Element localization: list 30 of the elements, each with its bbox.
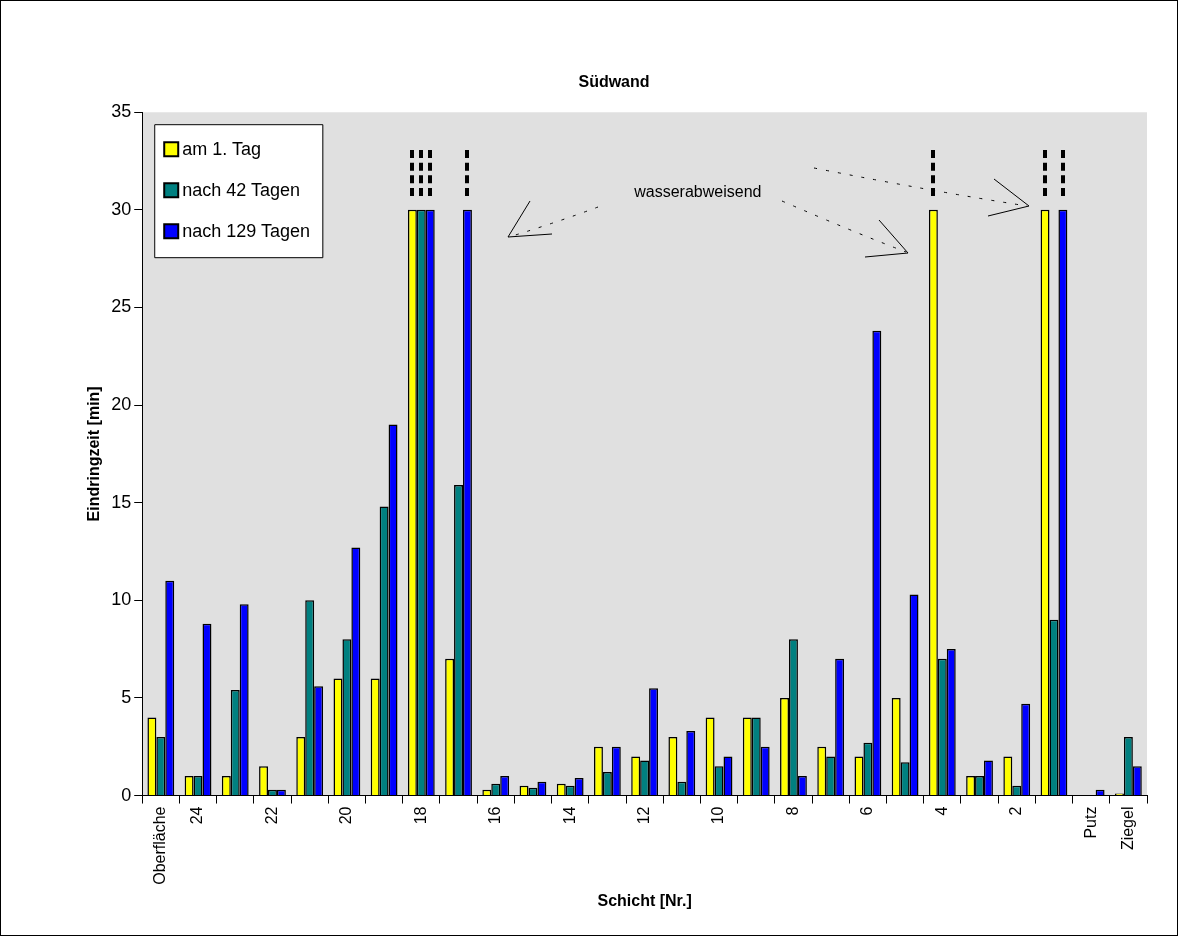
y-tick-label: 35 — [111, 101, 132, 122]
x-tick-label: 18 — [411, 806, 429, 825]
x-tick-label: Ziegel — [1118, 806, 1136, 851]
legend-label: nach 129 Tagen — [182, 221, 311, 242]
x-tick-label: 10 — [709, 806, 727, 825]
x-tick-label: 22 — [262, 806, 280, 825]
annotation: wasserabweisend — [633, 183, 762, 201]
y-axis-title: Eindringzeit [min] — [85, 386, 103, 522]
x-tick-label: 20 — [337, 806, 355, 825]
x-tick-label: 24 — [188, 806, 206, 825]
y-tick-label: 5 — [121, 686, 132, 707]
x-tick-label: 6 — [858, 806, 876, 816]
y-tick-label: 25 — [111, 296, 132, 317]
y-tick-label: 10 — [111, 589, 132, 610]
x-tick-label: 14 — [560, 806, 578, 825]
x-tick-label: 12 — [635, 806, 653, 825]
x-tick-label: 4 — [932, 806, 950, 816]
x-tick-label: 16 — [486, 806, 504, 825]
chart-title: Südwand — [578, 73, 650, 91]
x-axis-title: Schicht [Nr.] — [597, 891, 692, 909]
y-tick-label: 20 — [111, 394, 132, 415]
y-tick-label: 15 — [111, 491, 132, 512]
x-tick-label: 8 — [783, 806, 801, 816]
legend-label: nach 42 Tagen — [182, 180, 300, 201]
y-tick-label: 30 — [111, 198, 132, 219]
x-tick-label: Putz — [1081, 806, 1099, 839]
y-tick-label: 0 — [121, 784, 132, 805]
x-tick-label: Oberfläche — [151, 806, 169, 885]
x-tick-label: 2 — [1007, 806, 1025, 816]
legend-label: am 1. Tag — [182, 139, 261, 160]
